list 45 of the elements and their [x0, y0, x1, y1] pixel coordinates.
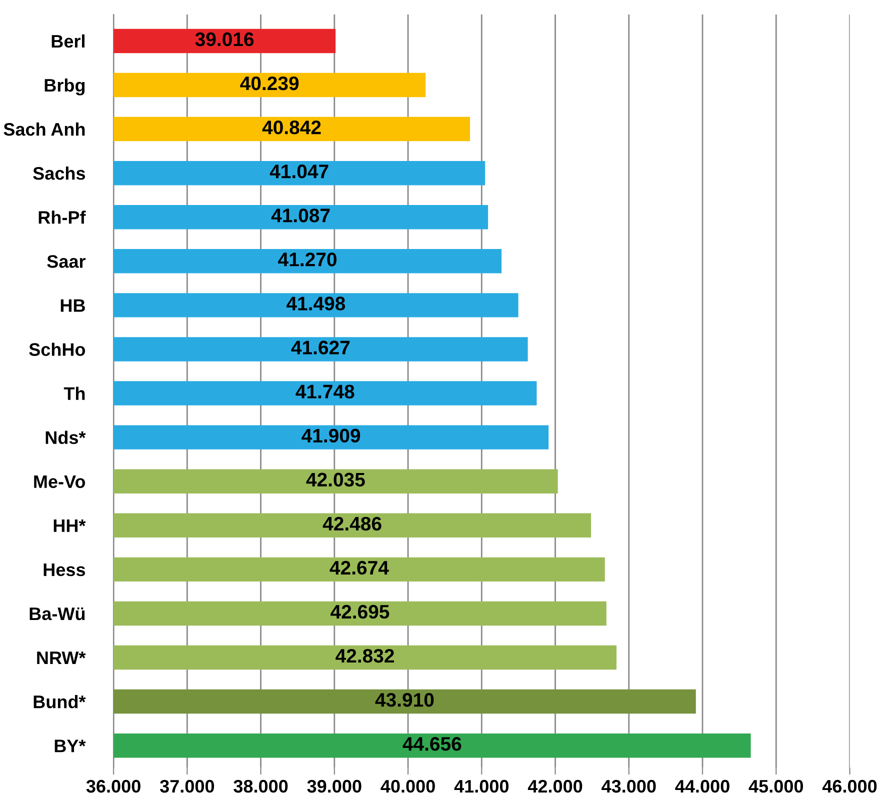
y-tick-label: SchHo — [29, 342, 86, 356]
x-tick-label: 40.000 — [380, 780, 435, 793]
data-label: 41.627 — [291, 340, 350, 354]
data-label: 41.909 — [302, 428, 360, 443]
y-tick-label: Me-Vo — [34, 475, 86, 488]
data-label: 43.910 — [375, 692, 434, 707]
x-tick-label: 44.000 — [675, 780, 730, 793]
data-label: 40.842 — [262, 120, 321, 134]
x-tick-label: 38.000 — [234, 780, 288, 793]
y-tick-label: Bund* — [34, 695, 86, 708]
data-label: 42.674 — [330, 560, 389, 575]
data-label: 39.016 — [195, 32, 254, 46]
data-label: 41.748 — [296, 384, 354, 398]
y-tick-label: Sach Anh — [4, 122, 85, 136]
x-tick-label: 45.000 — [748, 780, 803, 793]
y-tick-label: Nds* — [46, 430, 86, 444]
y-tick-label: Th — [64, 386, 85, 400]
y-tick-label: NRW* — [37, 652, 86, 664]
x-tick-label: 39.000 — [307, 780, 362, 793]
x-tick-label: 43.000 — [602, 780, 656, 793]
y-tick-label: Saar — [47, 255, 86, 268]
y-tick-label: Rh-Pf — [38, 210, 86, 224]
y-tick-label: BY* — [54, 740, 86, 752]
data-label: 41.087 — [271, 208, 330, 222]
y-tick-label: Brbg — [44, 78, 85, 96]
data-label: 42.832 — [336, 648, 394, 663]
y-tick-label: Sachs — [33, 166, 86, 180]
data-label: 41.270 — [278, 252, 336, 266]
data-label: 42.695 — [330, 604, 390, 619]
data-label: 40.239 — [240, 76, 299, 90]
x-tick-label: 36.000 — [86, 780, 140, 793]
x-tick-label: 41.000 — [454, 780, 509, 793]
x-tick-label: 42.000 — [528, 780, 582, 793]
data-label: 42.035 — [306, 472, 365, 487]
data-label: 44.656 — [402, 737, 462, 751]
y-tick-label: HB — [60, 299, 85, 312]
x-tick-label: 46.000 — [822, 780, 877, 793]
data-label: 41.047 — [270, 164, 328, 178]
y-tick-label: Ba-Wü — [30, 608, 85, 620]
y-tick-label: Hess — [44, 564, 86, 576]
y-tick-label: Berl — [52, 34, 84, 48]
x-tick-label: 37.000 — [160, 780, 214, 793]
data-label: 42.486 — [322, 516, 382, 531]
data-label: 41.498 — [286, 296, 346, 310]
y-tick-label: HH* — [54, 520, 86, 532]
